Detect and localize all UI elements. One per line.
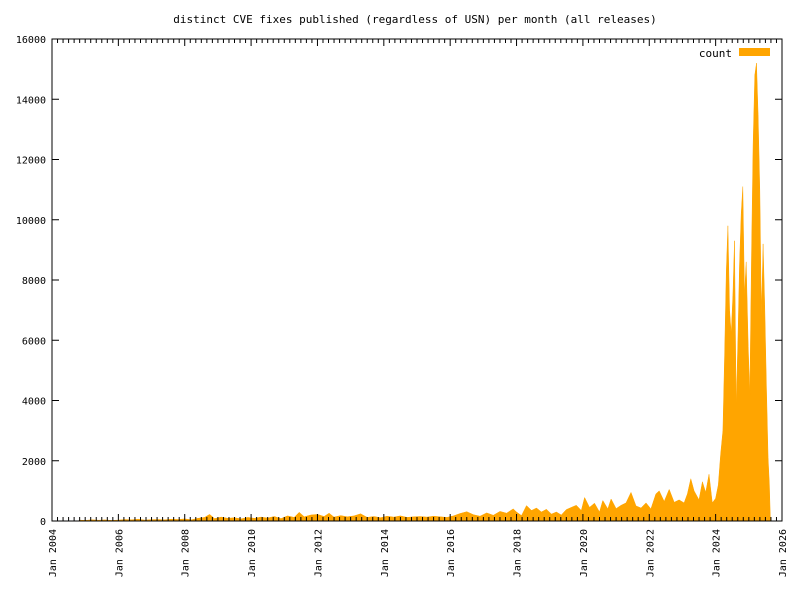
x-tick-label: Jan 2012 (313, 529, 324, 577)
x-tick-label: Jan 2006 (114, 529, 125, 577)
x-tick-label: Jan 2016 (446, 529, 457, 577)
x-tick-label: Jan 2008 (181, 529, 192, 577)
legend: count (699, 47, 770, 60)
x-tick-label: Jan 2014 (380, 529, 391, 577)
x-tick-label: Jan 2004 (48, 529, 59, 577)
y-tick-label: 6000 (22, 336, 46, 347)
y-tick-label: 2000 (22, 457, 46, 468)
plot-area (52, 39, 782, 521)
x-axis: Jan 2004 Jan 2006 Jan 2008 Jan 2010 Jan 2012… (48, 39, 789, 577)
y-tick-label: 14000 (16, 95, 46, 106)
x-tick-label: Jan 2026 (778, 529, 789, 577)
y-axis: 0 2000 4000 6000 8000 10000 12000 14000 16000 (16, 35, 782, 528)
legend-label-count: count (699, 47, 732, 60)
plot-frame (51, 38, 783, 522)
series-area-count (77, 63, 771, 522)
x-tick-label: Jan 2024 (712, 529, 723, 577)
x-tick-label: Jan 2010 (247, 529, 258, 577)
x-tick-label: Jan 2020 (579, 529, 590, 577)
y-tick-label: 0 (40, 517, 46, 528)
chart-title: distinct CVE fixes published (regardless… (173, 13, 656, 26)
legend-swatch-count (739, 48, 770, 56)
y-tick-label: 10000 (16, 216, 46, 227)
y-tick-label: 8000 (22, 276, 46, 287)
x-tick-label: Jan 2018 (513, 529, 524, 577)
x-tick-label: Jan 2022 (645, 529, 656, 577)
data-layer (77, 63, 771, 522)
y-tick-label: 16000 (16, 35, 46, 46)
y-tick-label: 4000 (22, 397, 46, 408)
y-tick-label: 12000 (16, 156, 46, 167)
